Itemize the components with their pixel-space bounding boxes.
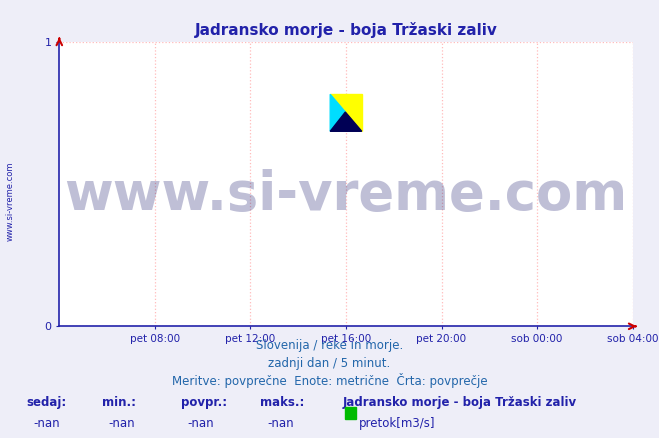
Text: sedaj:: sedaj: [26,396,67,410]
Text: povpr.:: povpr.: [181,396,227,410]
Text: Jadransko morje - boja Tržaski zaliv: Jadransko morje - boja Tržaski zaliv [343,396,577,410]
Text: www.si-vreme.com: www.si-vreme.com [65,170,627,221]
Text: min.:: min.: [102,396,136,410]
Text: maks.:: maks.: [260,396,304,410]
Polygon shape [330,94,362,131]
Polygon shape [330,112,362,131]
Title: Jadransko morje - boja Tržaski zaliv: Jadransko morje - boja Tržaski zaliv [194,21,498,38]
Text: Slovenija / reke in morje.: Slovenija / reke in morje. [256,339,403,353]
Text: -nan: -nan [109,417,135,430]
Text: -nan: -nan [33,417,59,430]
Text: zadnji dan / 5 minut.: zadnji dan / 5 minut. [268,357,391,370]
Polygon shape [330,94,345,131]
Text: -nan: -nan [188,417,214,430]
Text: -nan: -nan [267,417,293,430]
Text: pretok[m3/s]: pretok[m3/s] [359,417,436,430]
Text: www.si-vreme.com: www.si-vreme.com [5,162,14,241]
Text: Meritve: povprečne  Enote: metrične  Črta: povprečje: Meritve: povprečne Enote: metrične Črta:… [172,373,487,388]
